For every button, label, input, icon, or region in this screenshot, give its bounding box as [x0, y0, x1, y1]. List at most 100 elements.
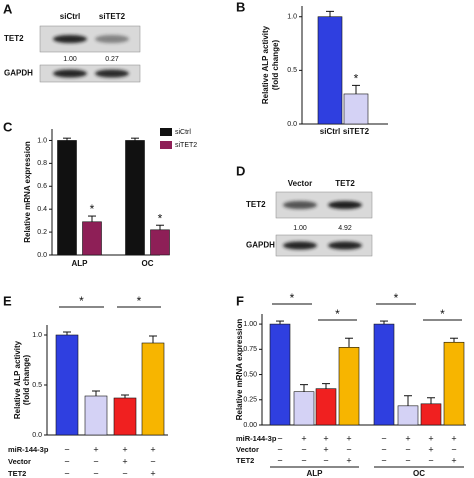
bar — [84, 395, 108, 436]
condition-mark: − — [277, 455, 282, 465]
condition-mark: + — [428, 444, 433, 454]
y-tick-label: 0.00 — [243, 422, 257, 429]
lane-label: Vector — [288, 179, 312, 188]
blot-band — [283, 201, 317, 209]
y-axis-label: Relative mRNA expression — [235, 319, 244, 421]
blot-band — [95, 35, 129, 43]
condition-mark: − — [150, 456, 155, 466]
blot-strip — [275, 234, 373, 257]
significance-mark: * — [290, 291, 295, 305]
condition-label: miR-144-3p — [236, 434, 277, 443]
condition-mark: + — [428, 433, 433, 443]
condition-mark: − — [346, 444, 351, 454]
panel-letter: A — [3, 1, 13, 16]
condition-mark: + — [150, 444, 155, 454]
condition-mark: + — [405, 433, 410, 443]
condition-mark: − — [428, 455, 433, 465]
condition-mark: + — [122, 456, 127, 466]
legend-label: siCtrl — [175, 129, 191, 136]
condition-mark: − — [381, 433, 386, 443]
condition-mark: − — [301, 444, 306, 454]
significance-mark: * — [394, 291, 399, 305]
lane-label: siCtrl — [60, 12, 80, 21]
condition-mark: − — [64, 456, 69, 466]
bar — [315, 388, 337, 426]
blot-band — [328, 201, 362, 209]
legend-swatch — [160, 128, 172, 136]
panel-letter: C — [3, 119, 13, 134]
bar — [317, 16, 343, 125]
y-tick-label: 0.75 — [243, 346, 257, 353]
bar — [373, 323, 395, 426]
legend-swatch — [160, 141, 172, 149]
condition-mark: − — [93, 468, 98, 478]
condition-mark: + — [93, 444, 98, 454]
condition-mark: − — [64, 468, 69, 478]
condition-mark: − — [93, 456, 98, 466]
y-tick-label: 0.0 — [32, 432, 42, 439]
lane-label: siTET2 — [99, 12, 126, 21]
bar — [125, 140, 145, 256]
y-tick-label: 0.5 — [32, 382, 42, 389]
x-tick-label: siCtrl — [320, 127, 340, 136]
condition-label: Vector — [236, 445, 259, 454]
bar — [55, 334, 79, 436]
y-tick-label: 1.00 — [243, 321, 257, 328]
lane-label: TET2 — [335, 179, 355, 188]
bar — [82, 221, 102, 256]
condition-mark: − — [277, 433, 282, 443]
condition-mark: − — [381, 455, 386, 465]
legend-label: siTET2 — [175, 142, 197, 149]
panel-letter: D — [236, 163, 245, 178]
condition-mark: − — [381, 444, 386, 454]
condition-mark: − — [405, 444, 410, 454]
blot-band — [53, 69, 87, 78]
condition-mark: + — [150, 468, 155, 478]
blot-strip — [39, 64, 141, 83]
bar — [57, 140, 77, 256]
y-tick-label: 0.0 — [37, 252, 47, 259]
condition-mark: − — [323, 455, 328, 465]
significance-mark: * — [335, 307, 340, 321]
significance-mark: * — [158, 211, 163, 225]
condition-label: TET2 — [8, 469, 26, 478]
x-tick-label: ALP — [307, 469, 324, 478]
blot-row-label: TET2 — [246, 200, 266, 209]
band-quantification: 4.92 — [338, 225, 352, 232]
bar — [443, 341, 465, 426]
y-tick-label: 0.4 — [37, 206, 47, 213]
blot-band — [283, 241, 317, 250]
significance-mark: * — [79, 294, 84, 308]
condition-mark: + — [451, 455, 456, 465]
y-tick-label: 0.0 — [287, 121, 297, 128]
y-tick-label: 0.25 — [243, 397, 257, 404]
condition-mark: + — [323, 433, 328, 443]
condition-label: miR-144-3p — [8, 445, 49, 454]
condition-mark: + — [451, 433, 456, 443]
y-tick-label: 0.8 — [37, 160, 47, 167]
x-tick-label: ALP — [72, 259, 89, 268]
condition-mark: − — [451, 444, 456, 454]
y-tick-label: 1.0 — [37, 137, 47, 144]
bar — [343, 93, 369, 125]
blot-row-label: TET2 — [4, 34, 24, 43]
y-axis-label: Relative ALP activity — [261, 25, 270, 104]
condition-mark: + — [122, 444, 127, 454]
blot-band — [53, 35, 87, 43]
panel-letter: E — [3, 293, 12, 308]
bar — [269, 323, 291, 426]
condition-mark: + — [346, 455, 351, 465]
x-tick-label: siTET2 — [343, 127, 370, 136]
significance-mark: * — [90, 202, 95, 216]
condition-label: TET2 — [236, 456, 254, 465]
bar — [150, 229, 170, 256]
condition-mark: + — [301, 433, 306, 443]
x-tick-label: OC — [142, 259, 154, 268]
condition-mark: + — [346, 433, 351, 443]
condition-mark: − — [277, 444, 282, 454]
band-quantification: 0.27 — [105, 56, 119, 63]
y-axis-label: (fold change) — [22, 355, 31, 406]
blot-row-label: GAPDH — [246, 241, 275, 250]
condition-mark: − — [122, 468, 127, 478]
condition-mark: − — [405, 455, 410, 465]
